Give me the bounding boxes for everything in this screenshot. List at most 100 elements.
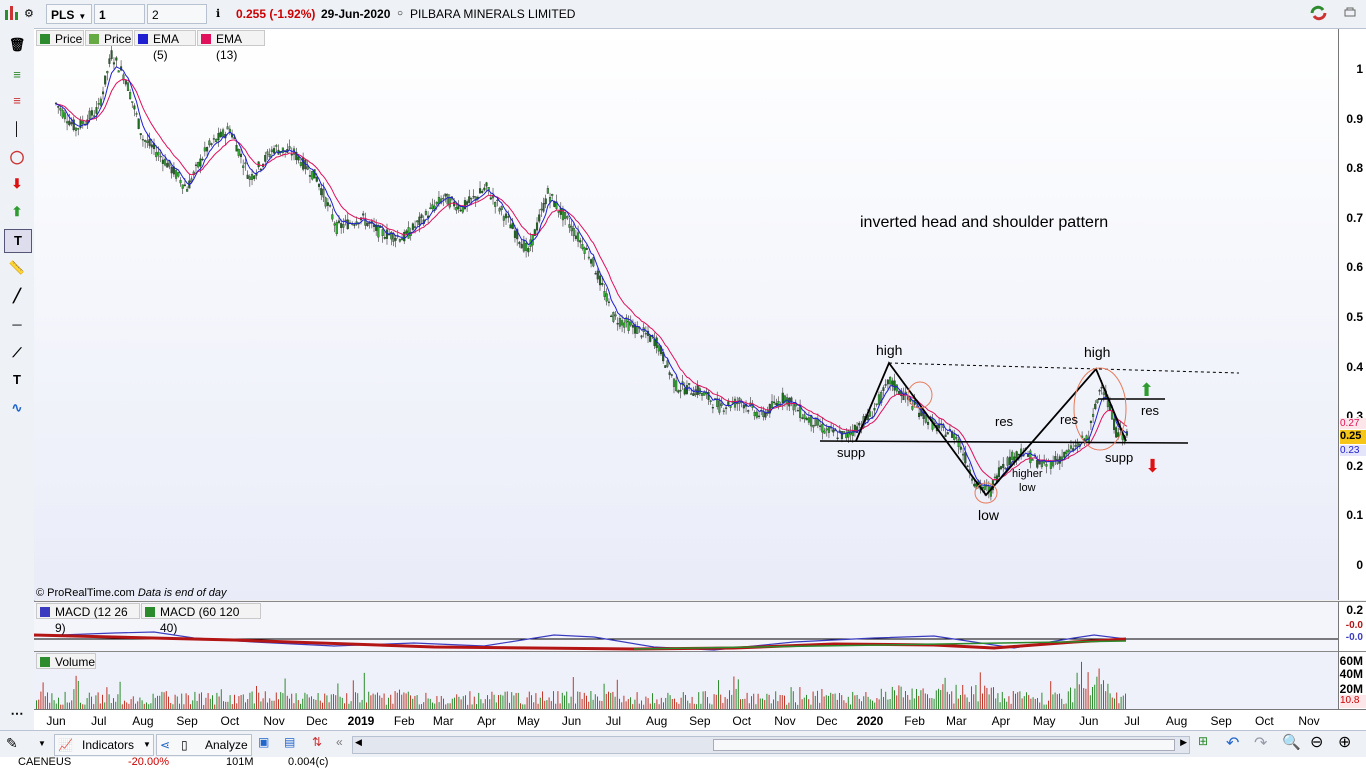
volume-bar xyxy=(471,704,473,709)
volume-bar xyxy=(462,696,464,709)
price-tick: 0.4 xyxy=(1346,359,1363,374)
price-candle xyxy=(104,75,107,85)
volume-bar xyxy=(643,704,645,709)
arrow-down-icon[interactable]: ⬇ xyxy=(11,176,23,191)
legend-price-2[interactable]: Price xyxy=(85,30,133,46)
volume-bar xyxy=(229,695,231,709)
scroll-right-icon[interactable]: ▶ xyxy=(1180,737,1187,747)
screenshot-icon[interactable]: ▣ xyxy=(258,735,270,749)
ruler-icon[interactable]: 📏 xyxy=(8,260,26,275)
volume-bar xyxy=(1111,697,1113,709)
volume-bar xyxy=(583,692,585,709)
volume-bar xyxy=(403,692,405,709)
zoom-out-icon[interactable]: ⊖ xyxy=(1310,734,1324,751)
analyze-button[interactable]: ⋖ ▯ Analyze xyxy=(156,734,252,756)
price-candle xyxy=(747,410,750,412)
refresh-icon[interactable] xyxy=(1308,4,1332,24)
layout-icon[interactable]: ▤ xyxy=(284,735,296,749)
more-tools-icon[interactable]: ⋯ xyxy=(10,706,24,721)
period-select[interactable]: 2 years▼ xyxy=(147,4,207,42)
text-tool-icon[interactable]: T xyxy=(4,229,32,253)
volume-bar xyxy=(687,700,689,709)
volume-bar xyxy=(515,692,517,709)
price-y-axis[interactable]: 1 0.9 0.8 0.7 0.6 0.5 0.4 0.3 0.2 0.1 0 0.27 0.25 … xyxy=(1338,29,1366,600)
price-candle xyxy=(390,231,393,240)
fit-icon[interactable]: ⊞ xyxy=(1198,734,1209,748)
legend-macd-1[interactable]: MACD (12 26 9) xyxy=(36,603,140,635)
volume-bar xyxy=(110,703,112,709)
zoom-box-icon[interactable]: 🔍 xyxy=(1282,734,1301,751)
vertical-line-icon[interactable]: │ xyxy=(12,121,22,136)
price-candle xyxy=(601,283,604,285)
trendline-icon[interactable]: ╱ xyxy=(13,288,21,303)
price-candle xyxy=(544,198,547,205)
fib-fan-icon[interactable]: ∿ xyxy=(11,400,23,415)
scroll-left-icon[interactable]: ◀ xyxy=(355,737,362,747)
price-candle xyxy=(533,229,536,236)
pencil-icon[interactable]: ✎ xyxy=(6,735,18,751)
undo-icon[interactable]: ↶ xyxy=(1226,735,1240,752)
price-panel[interactable]: Price Price EMA (5) EMA (13) © ProRealTi… xyxy=(34,29,1338,600)
price-candle xyxy=(326,202,329,206)
fib-down-icon[interactable]: ≡ xyxy=(13,93,21,108)
volume-bar xyxy=(240,695,242,709)
segment-icon[interactable]: ⟋ xyxy=(12,345,22,360)
volume-bar xyxy=(843,700,845,709)
swap-icon[interactable]: ⇅ xyxy=(312,735,323,749)
price-candle xyxy=(924,415,927,423)
volume-y-axis[interactable]: 60M 40M 20M 10.8 xyxy=(1338,651,1366,709)
text-icon[interactable]: T xyxy=(13,372,21,387)
interval-select[interactable]: 1 day▼ xyxy=(94,4,145,42)
double-left-icon[interactable]: « xyxy=(336,735,343,749)
zoom-in-icon[interactable]: ⊕ xyxy=(1338,734,1352,751)
price-candle xyxy=(577,232,580,242)
price-candle xyxy=(199,158,202,167)
volume-bar xyxy=(828,695,829,709)
legend-price-1[interactable]: Price xyxy=(36,30,84,46)
indicators-button[interactable]: 📈 Indicators ▼ xyxy=(54,734,154,756)
price-candle xyxy=(502,216,505,221)
volume-bar xyxy=(951,691,953,709)
price-candle xyxy=(720,403,723,406)
radio-icon[interactable]: ○ xyxy=(397,8,404,19)
legend-volume[interactable]: Volume xyxy=(36,653,96,669)
volume-bar xyxy=(597,696,598,709)
horizontal-scrollbar[interactable]: ◀ ▶ xyxy=(352,736,1190,754)
volume-bar xyxy=(275,692,277,709)
legend-ema13[interactable]: EMA (13) xyxy=(197,30,265,62)
x-axis[interactable]: Jun Jul Aug Sep Oct Nov Dec 2019 Feb Mar Apr May Jun… xyxy=(34,709,1366,731)
close-chart-icon[interactable] xyxy=(1342,4,1362,24)
macd-y-axis[interactable]: 0.2 -0.0 -0.0 xyxy=(1338,601,1366,651)
watermark: © ProRealTime.com Data is end of day xyxy=(36,587,227,599)
volume-bar xyxy=(1092,686,1093,709)
status-volume: 101M xyxy=(226,757,254,768)
ellipse-icon[interactable]: ◯ xyxy=(9,149,25,164)
volume-bar xyxy=(286,695,288,709)
volume-bar xyxy=(1059,693,1060,709)
legend-macd-2[interactable]: MACD (60 120 40) xyxy=(141,603,261,635)
symbol-select[interactable]: PLS ▼ xyxy=(46,4,92,24)
price-candle xyxy=(1006,457,1009,466)
chart-icon[interactable] xyxy=(4,4,18,24)
last-ema5-label: 0.23 xyxy=(1340,445,1366,456)
legend-swatch xyxy=(40,657,50,667)
volume-bar xyxy=(361,699,363,709)
volume-bar xyxy=(588,701,590,709)
horizontal-line-icon[interactable]: ─ xyxy=(12,317,22,332)
price-candle xyxy=(435,201,438,205)
volume-panel[interactable]: Volume xyxy=(34,651,1338,709)
macd-tick: 0.2 xyxy=(1346,603,1363,617)
volume-bar xyxy=(887,699,889,709)
scroll-thumb[interactable] xyxy=(713,739,1175,751)
info-icon[interactable]: ℹ xyxy=(216,8,221,20)
volume-bar xyxy=(792,691,794,709)
trash-icon[interactable]: 🗑 xyxy=(8,37,26,52)
fib-up-icon[interactable]: ≡ xyxy=(13,67,21,82)
settings-icon[interactable]: ⚙ xyxy=(24,8,34,20)
macd-panel[interactable]: MACD (12 26 9) MACD (60 120 40) xyxy=(33,601,1338,651)
legend-ema5[interactable]: EMA (5) xyxy=(134,30,196,62)
redo-icon[interactable]: ↷ xyxy=(1254,735,1268,752)
volume-bar xyxy=(599,700,601,709)
chevron-down-icon[interactable]: ▼ xyxy=(38,739,46,748)
arrow-up-icon[interactable]: ⬆ xyxy=(11,204,23,219)
